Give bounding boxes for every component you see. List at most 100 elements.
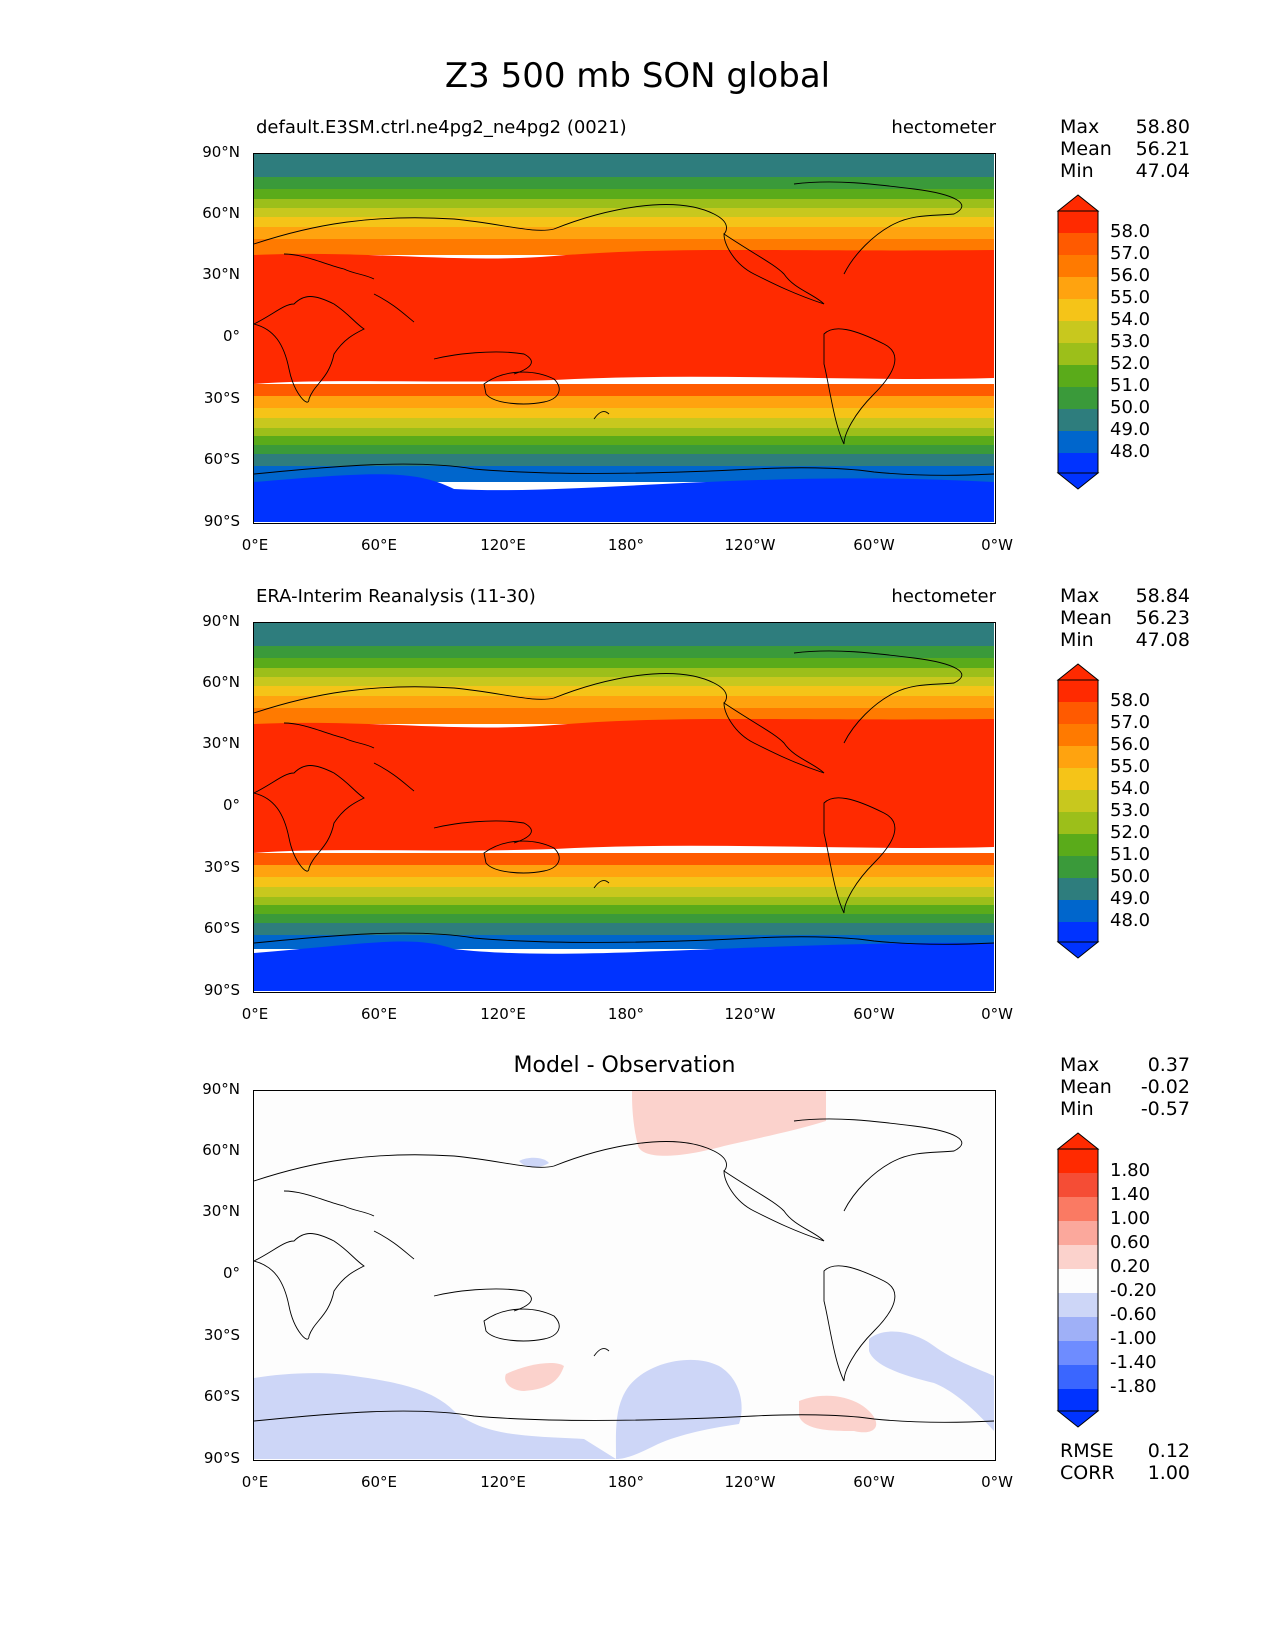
colorbar-label: 53.0 [1110,331,1151,352]
panel2-coastlines [254,650,995,945]
colorbar-label: -0.20 [1110,1280,1157,1301]
panel1-lat-label: 60°N [202,204,240,222]
panel3-lat-label: 60°N [202,1141,240,1159]
panel2-lat-label: 60°S [203,919,240,937]
colorbar-label: -0.60 [1110,1304,1157,1325]
panel3-lat-label: 30°S [203,1326,240,1344]
panel2-lat-label: 30°N [202,734,240,752]
stat-mean: 56.23 [1135,607,1190,629]
panel2-lat-label: 60°N [202,673,240,691]
colorbar-label: 48.0 [1110,441,1151,462]
panel2-field-svg [254,623,995,991]
colorbar-label: 52.0 [1110,353,1151,374]
panel2-colorbar [1056,663,1100,959]
panel3-lat-label: 90°S [203,1449,240,1467]
stat-label: Min [1060,160,1094,182]
panel3-lat-label: 90°N [202,1080,240,1098]
panel3-stats: Max 0.37 Mean -0.02 Min -0.57 [1060,1054,1190,1120]
panel2-lat-label: 90°S [203,981,240,999]
panel3-lat-label: 0° [222,1264,240,1282]
panel3-colorbar [1056,1132,1100,1428]
figure-title: Z3 500 mb SON global [444,56,831,96]
panel3-coastlines [254,1118,995,1423]
panel2-lat-label: 90°N [202,612,240,630]
panel1-field-svg [254,154,995,522]
stat-label: Max [1060,1054,1100,1076]
colorbar-label: 55.0 [1110,756,1151,777]
panel1-lon-label: 0°E [241,536,269,554]
colorbar-label: 1.40 [1110,1184,1151,1205]
colorbar-label: 58.0 [1110,221,1151,242]
panel1-lat-label: 0° [222,327,240,345]
panel1-lon-label: 60°W [853,536,895,554]
panel3-lat-label: 30°N [202,1202,240,1220]
panel2-lon-label: 0°W [981,1005,1013,1023]
panel3-field-svg [254,1091,995,1459]
stat-label: Mean [1060,607,1112,629]
panel3-title: Model - Observation [513,1053,736,1078]
stat-label: Min [1060,629,1094,651]
panel1-colorbar [1056,194,1100,490]
panel1-lat-label: 60°S [203,450,240,468]
panel3-metrics: RMSE 0.12 CORR 1.00 [1060,1440,1190,1484]
panel1-map [253,153,996,524]
colorbar-label: -1.00 [1110,1328,1157,1349]
colorbar-label: 0.60 [1110,1232,1151,1253]
colorbar-label: 51.0 [1110,375,1151,396]
panel2-lon-label: 0°E [241,1005,269,1023]
panel2-lat-label: 30°S [203,858,240,876]
stat-label: Mean [1060,1076,1112,1098]
stat-label: Max [1060,116,1100,138]
panel1-lat-label: 30°S [203,389,240,407]
panel3-lon-label: 120°W [724,1473,776,1491]
colorbar-label: 54.0 [1110,778,1151,799]
panel1-stats: Max 58.80 Mean 56.21 Min 47.04 [1060,116,1190,182]
metric-label: RMSE [1060,1440,1114,1462]
stat-mean: 56.21 [1135,138,1190,160]
colorbar-label: 56.0 [1110,734,1151,755]
panel1-lat-label: 90°N [202,143,240,161]
panel3-lat-label: 60°S [203,1387,240,1405]
panel2-map [253,622,996,993]
colorbar-label: 50.0 [1110,866,1151,887]
panel2-lon-label: 180° [607,1005,645,1023]
colorbar-label: 48.0 [1110,910,1151,931]
colorbar-label: 57.0 [1110,712,1151,733]
panel1-lon-label: 60°E [360,536,398,554]
panel2-right-title: hectometer [891,586,996,607]
panel2-lon-label: 120°E [480,1005,526,1023]
panel1-lon-label: 120°W [724,536,776,554]
metric-rmse: 0.12 [1147,1440,1190,1462]
stat-mean: -0.02 [1140,1076,1190,1098]
colorbar-label: 54.0 [1110,309,1151,330]
stat-max: 58.84 [1135,585,1190,607]
panel1-lon-label: 0°W [981,536,1013,554]
colorbar-label: 52.0 [1110,822,1151,843]
colorbar-label: -1.40 [1110,1352,1157,1373]
stat-label: Min [1060,1098,1094,1120]
panel1-lat-label: 30°N [202,265,240,283]
metric-label: CORR [1060,1462,1115,1484]
panel3-lon-label: 0°W [981,1473,1013,1491]
stat-max: 58.80 [1135,116,1190,138]
colorbar-label: 55.0 [1110,287,1151,308]
panel2-lon-label: 120°W [724,1005,776,1023]
panel1-right-title: hectometer [891,117,996,138]
colorbar-label: 57.0 [1110,243,1151,264]
stat-min: 47.04 [1135,160,1190,182]
panel1-coastlines [254,181,995,476]
colorbar-label: -1.80 [1110,1376,1157,1397]
panel2-lon-label: 60°E [360,1005,398,1023]
colorbar-label: 1.00 [1110,1208,1151,1229]
panel3-lon-label: 180° [607,1473,645,1491]
colorbar-label: 0.20 [1110,1256,1151,1277]
colorbar-label: 50.0 [1110,397,1151,418]
colorbar-label: 49.0 [1110,419,1151,440]
panel2-lat-label: 0° [222,796,240,814]
colorbar-label: 49.0 [1110,888,1151,909]
stat-min: 47.08 [1135,629,1190,651]
panel2-stats: Max 58.84 Mean 56.23 Min 47.08 [1060,585,1190,651]
panel1-lon-label: 180° [607,536,645,554]
colorbar-label: 1.80 [1110,1160,1151,1181]
colorbar-label: 56.0 [1110,265,1151,286]
